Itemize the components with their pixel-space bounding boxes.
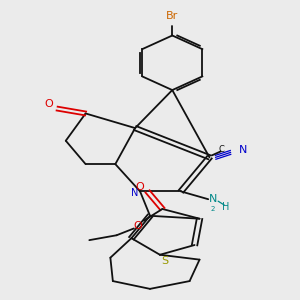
- Text: N: N: [209, 194, 217, 204]
- Text: O: O: [44, 99, 53, 109]
- Text: N: N: [131, 188, 139, 198]
- Text: Br: Br: [166, 11, 178, 21]
- Text: N: N: [239, 145, 247, 154]
- Text: O: O: [133, 220, 142, 230]
- Text: H: H: [222, 202, 229, 212]
- Text: O: O: [136, 182, 145, 191]
- Text: 2: 2: [211, 206, 215, 212]
- Text: C: C: [219, 145, 225, 154]
- Text: S: S: [161, 256, 168, 266]
